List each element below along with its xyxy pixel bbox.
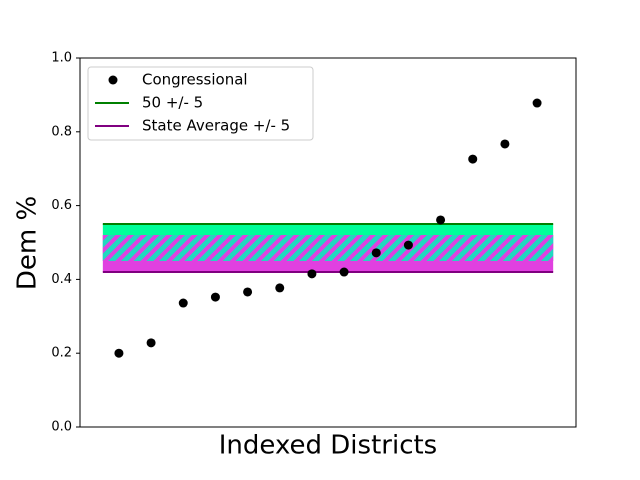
legend-marker <box>108 75 118 85</box>
y-axis-label: Dem % <box>13 196 43 290</box>
point <box>468 154 478 164</box>
point <box>146 338 156 348</box>
legend-label: State Average +/- 5 <box>142 117 290 135</box>
y-tick-label: 0.4 <box>51 272 72 287</box>
plot-frame <box>79 57 577 428</box>
y-tick-label: 0.6 <box>51 198 72 213</box>
point <box>275 283 285 293</box>
point <box>403 240 413 250</box>
point <box>178 298 188 308</box>
point <box>114 348 124 358</box>
y-tick-label: 1.0 <box>51 51 72 66</box>
y-tick-label: 0.8 <box>51 124 72 139</box>
y-tick-label: 0.0 <box>51 420 72 435</box>
legend-label: 50 +/- 5 <box>142 94 203 112</box>
point <box>210 292 220 302</box>
point <box>339 267 349 277</box>
point <box>436 215 446 225</box>
point <box>371 248 381 258</box>
y-tick-label: 0.2 <box>51 346 72 361</box>
point <box>532 98 542 108</box>
band-overlap <box>102 235 554 261</box>
point <box>307 269 317 279</box>
point <box>243 287 253 297</box>
x-axis-label: Indexed Districts <box>219 431 437 461</box>
point <box>500 139 510 149</box>
legend-label: Congressional <box>142 71 248 89</box>
legend-box <box>87 66 314 141</box>
